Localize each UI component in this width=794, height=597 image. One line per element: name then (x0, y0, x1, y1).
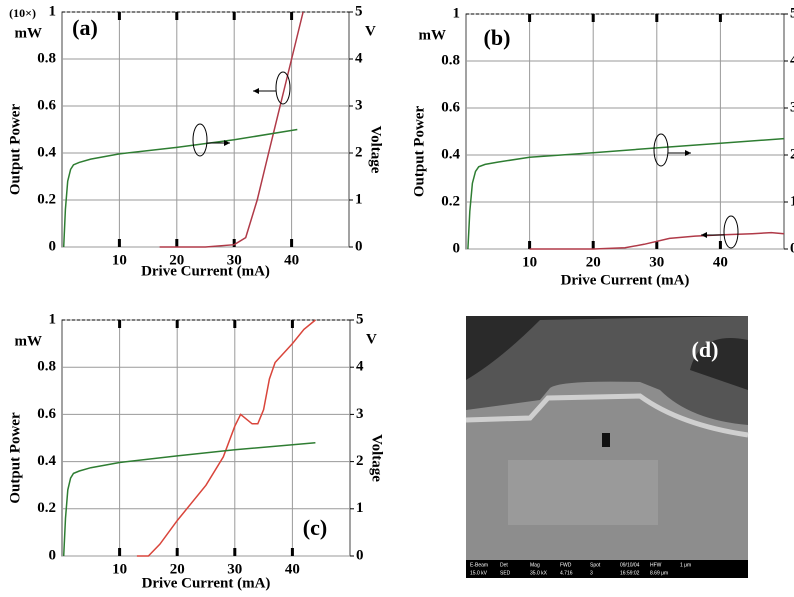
y2-tick-label: 3 (355, 97, 363, 113)
y-tick-label: 0.6 (441, 99, 460, 115)
y-tick-label: 0.4 (441, 146, 460, 162)
y2-tick-label: 3 (356, 406, 364, 422)
panel-label: (a) (72, 15, 98, 40)
image-dot (602, 433, 610, 447)
y2-tick-label: 4 (790, 52, 794, 68)
y2-tick-label: 5 (356, 311, 364, 327)
y2-tick-label: 0 (356, 547, 364, 563)
info-value: 8.69 μm (650, 570, 668, 576)
y-tick-label: 0 (49, 547, 57, 563)
panel-label: (b) (484, 25, 511, 50)
y-tick-label: 0.2 (441, 193, 460, 209)
y2-tick-label: 2 (356, 453, 364, 469)
info-header: HFW (650, 562, 662, 568)
y2-unit: V (365, 23, 376, 39)
y-tick-label: 0.8 (37, 50, 56, 66)
panel-label: (d) (692, 337, 719, 362)
y2-tick-label: 1 (356, 500, 364, 516)
y2-tick-label: 5 (355, 3, 363, 19)
y-tick-label: 0.4 (37, 453, 56, 469)
y2-tick-label: 4 (355, 50, 363, 66)
plot-area (466, 14, 784, 249)
y2-tick-label: 0 (790, 240, 794, 256)
x-tick-label: 40 (285, 561, 300, 577)
y-tick-label: 0.6 (37, 97, 56, 113)
info-header: FWD (560, 562, 572, 568)
x-axis-label: Drive Current (mA) (561, 272, 690, 288)
y-tick-label: 1 (49, 3, 57, 19)
x-tick-label: 30 (649, 254, 664, 270)
y2-axis-label: Voltage (368, 126, 384, 174)
image-region (508, 460, 658, 525)
y2-tick-label: 2 (355, 144, 363, 160)
x-axis-label: Drive Current (mA) (142, 575, 271, 591)
y-tick-label: 0.8 (441, 52, 460, 68)
y-tick-label: 0.2 (37, 500, 56, 516)
x-axis-label: Drive Current (mA) (141, 263, 270, 279)
y-axis-label: Output Power (7, 104, 23, 196)
info-value: 15.0 kV (470, 570, 488, 576)
y-axis-label: Output Power (7, 412, 23, 504)
annotation: (10×) (9, 6, 36, 20)
y-tick-label: 0.8 (37, 359, 56, 375)
y-tick-label: 0.2 (37, 191, 56, 207)
y-tick-label: 0.4 (37, 144, 56, 160)
y-unit: mW (15, 25, 43, 41)
y-unit: mW (419, 27, 447, 43)
info-value: SED (500, 570, 511, 576)
y2-tick-label: 1 (790, 193, 794, 209)
y2-tick-label: 5 (790, 5, 794, 21)
y-tick-label: 0.6 (37, 406, 56, 422)
y2-tick-label: 3 (790, 99, 794, 115)
x-tick-label: 10 (522, 254, 537, 270)
x-tick-label: 40 (284, 252, 299, 268)
y-axis-label: Output Power (411, 106, 427, 198)
info-header: 1 μm (680, 562, 691, 568)
y-tick-label: 1 (49, 311, 57, 327)
x-tick-label: 10 (112, 561, 127, 577)
info-value: 16:59:02 (620, 570, 640, 576)
x-tick-label: 20 (586, 254, 601, 270)
sem-image: (d) (466, 316, 748, 578)
y2-axis-label: Voltage (369, 434, 385, 482)
info-header: Spot (590, 562, 601, 568)
y-tick-label: 0 (49, 238, 57, 254)
y2-tick-label: 1 (355, 191, 363, 207)
info-header: Det (500, 562, 508, 568)
y2-unit: V (366, 331, 377, 347)
info-value: 35.0 kX (530, 570, 548, 576)
y-tick-label: 0 (453, 240, 461, 256)
info-header: 09/10/04 (620, 562, 640, 568)
y-tick-label: 1 (453, 5, 461, 21)
info-header: Mag (530, 562, 540, 568)
x-tick-label: 40 (713, 254, 728, 270)
info-value: 3 (590, 570, 593, 576)
y2-tick-label: 2 (790, 146, 794, 162)
x-tick-label: 10 (112, 252, 127, 268)
panel-label: (c) (303, 515, 327, 540)
y2-tick-label: 0 (355, 238, 363, 254)
info-header: E-Beam (470, 562, 488, 568)
figure: (d) E-BeamDetMagFWDSpot09/10/04HFW1 μm15… (0, 0, 794, 597)
y-unit: mW (15, 333, 43, 349)
info-value: 4.716 (560, 570, 573, 576)
y2-tick-label: 4 (356, 359, 364, 375)
